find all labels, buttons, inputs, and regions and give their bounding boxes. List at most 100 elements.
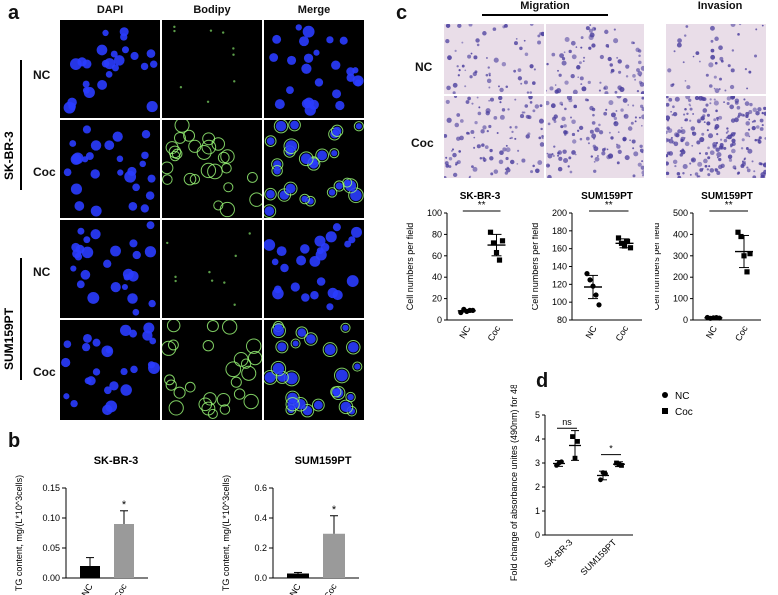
data-point: [619, 463, 624, 468]
migration-label: Migration: [520, 0, 570, 12]
y-tick-label: 0.10: [42, 513, 60, 523]
y-tick-label: 4: [535, 434, 540, 444]
bar: [287, 573, 309, 578]
y-axis-label: Fold change of absorbance unites (490nm)…: [509, 385, 519, 581]
chart-b2: SUM159PT TG content, mg/(L*10^3cells) 0.0 0…: [221, 455, 359, 595]
y-tick-label: 400: [673, 229, 688, 239]
micrograph-tile: [262, 320, 364, 420]
x-tick-label: NC: [584, 324, 599, 341]
data-point: [624, 238, 631, 245]
group-divider-skbr3: [20, 60, 22, 190]
y-tick-label: 0: [683, 315, 688, 325]
col-head-dapi: DAPI: [96, 4, 124, 16]
y-tick-label: 2: [535, 482, 540, 492]
y-tick-label: 120: [552, 279, 567, 289]
transwell-photo: [444, 24, 544, 94]
row-label-nc-2: NC: [33, 265, 51, 279]
micrograph-tile: [160, 117, 264, 218]
y-tick-label: 3: [535, 458, 540, 468]
significance-mark: *: [332, 504, 337, 516]
panel-b-letter: b: [8, 430, 21, 452]
legend-marker-nc: [662, 392, 668, 398]
data-point: [738, 233, 744, 240]
y-tick-label: 0.2: [254, 543, 267, 553]
chart-title: SUM159PT: [701, 191, 753, 202]
bar: [323, 533, 345, 578]
x-tick-label: NC: [80, 582, 95, 595]
micrograph-tile: [60, 120, 160, 218]
significance-mark: **: [725, 200, 733, 211]
data-point: [596, 302, 602, 308]
y-axis-label: Cell numbers per field: [405, 223, 415, 311]
chart-d: Fold change of absorbance unites (490nm)…: [509, 385, 693, 581]
y-tick-label: 0.05: [42, 543, 60, 553]
data-point: [575, 439, 580, 444]
micrograph-tile: [162, 220, 262, 318]
legend-label-nc: NC: [675, 391, 689, 402]
col-head-bodipy: Bodipy: [193, 4, 231, 16]
data-point: [496, 257, 503, 263]
chart-c3: SUM159PT Cell numbers per field 0 100 200 300…: [655, 191, 761, 343]
y-tick-label: 500: [673, 208, 688, 218]
row-label-c-nc: NC: [415, 60, 433, 74]
invasion-label: Invasion: [697, 0, 743, 12]
y-tick-label: 0.00: [42, 573, 60, 583]
y-tick-label: 100: [427, 208, 442, 218]
y-tick-label: 300: [673, 251, 688, 261]
x-tick-label: Coc: [112, 582, 129, 595]
micrograph-tile: [162, 20, 262, 118]
chart-title: SK-BR-3: [460, 191, 501, 202]
row-label-nc-1: NC: [33, 68, 51, 82]
data-point: [490, 240, 497, 246]
migration-bar: [482, 14, 608, 16]
group-divider-sum159pt: [20, 258, 22, 380]
data-point: [747, 251, 753, 257]
x-tick-label: SUM159PT: [578, 537, 618, 577]
y-tick-label: 1: [535, 506, 540, 516]
y-tick-label: 20: [432, 294, 442, 304]
x-tick-label: Coc: [486, 324, 503, 343]
panel-c-letter: c: [396, 2, 408, 24]
y-tick-label: 80: [432, 229, 442, 239]
legend-label-coc: Coc: [675, 407, 693, 418]
y-tick-label: 0.0: [254, 573, 267, 583]
x-tick-label: Coc: [733, 324, 750, 343]
col-head-merge: Merge: [297, 4, 331, 16]
micrograph-tile: [263, 220, 364, 318]
micrograph-tile: [161, 318, 263, 420]
panel-d-letter: d: [536, 370, 549, 392]
data-point: [735, 229, 741, 235]
data-point: [570, 434, 575, 439]
x-tick-label: SK-BR-3: [542, 537, 574, 569]
chart-title: SK-BR-3: [94, 455, 139, 467]
y-tick-label: 100: [552, 297, 567, 307]
significance-mark: **: [478, 200, 486, 211]
y-tick-label: 160: [552, 244, 567, 254]
significance-mark: **: [605, 200, 613, 211]
y-tick-label: 80: [557, 315, 567, 325]
y-tick-label: 180: [552, 226, 567, 236]
data-point: [614, 460, 619, 466]
chart-title: SUM159PT: [295, 455, 352, 467]
bar: [80, 566, 100, 578]
transwell-photo: [666, 24, 766, 94]
significance-mark: ns: [562, 417, 572, 427]
y-axis-label: TG content, mg/(L*10^3cells): [14, 475, 24, 591]
significance-mark: *: [609, 444, 613, 454]
y-tick-label: 60: [432, 251, 442, 261]
data-point: [487, 229, 494, 235]
data-point: [744, 269, 750, 275]
bar: [114, 524, 134, 578]
y-tick-label: 200: [673, 272, 688, 282]
y-tick-label: 140: [552, 262, 567, 272]
y-tick-label: 0.4: [254, 513, 267, 523]
y-axis-label: Cell numbers per field: [532, 223, 540, 311]
micrograph-tile: [60, 20, 160, 118]
micrograph-tile: [262, 118, 364, 218]
y-axis-label: TG content, mg/(L*10^3cells): [221, 475, 231, 591]
y-tick-label: 40: [432, 272, 442, 282]
x-tick-label: NC: [704, 324, 719, 341]
y-tick-label: 200: [552, 208, 567, 218]
data-point: [499, 238, 506, 244]
transwell-photo: [546, 24, 644, 94]
